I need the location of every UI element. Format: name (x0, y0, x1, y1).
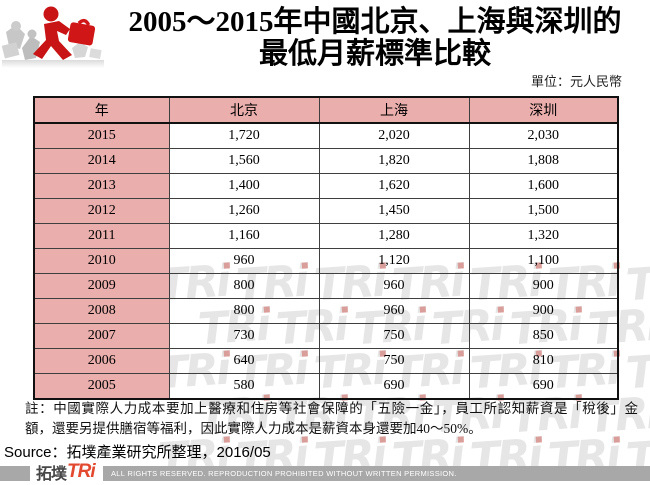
footer-brand-logo: 拓墣 TRi (33, 459, 98, 485)
value-cell: 1,820 (318, 148, 470, 174)
year-cell: 2010 (33, 248, 170, 274)
value-cell: 640 (168, 348, 320, 374)
value-cell: 960 (318, 273, 470, 299)
value-cell: 1,600 (468, 173, 619, 199)
column-header-year: 年 (33, 96, 170, 124)
businessman-briefcase-icon (1, 6, 104, 68)
brand-latin-text: TRi (67, 461, 96, 482)
footer-left-block (0, 466, 30, 481)
source-line: Source：拓墣產業研究所整理，2016/05 (4, 444, 271, 461)
value-cell: 690 (318, 373, 470, 400)
value-cell: 2,020 (318, 122, 470, 149)
value-cell: 1,620 (318, 173, 470, 199)
value-cell: 960 (318, 298, 470, 324)
table-row: 2006 640 750 810 (33, 348, 619, 374)
value-cell: 1,560 (168, 148, 320, 174)
value-cell: 810 (468, 348, 619, 374)
value-cell: 750 (318, 348, 470, 374)
year-cell: 2008 (33, 298, 170, 324)
value-cell: 800 (168, 273, 320, 299)
year-cell: 2005 (33, 373, 170, 400)
value-cell: 580 (168, 373, 320, 400)
footer-bar: ALL RIGHTS RESERVED. REPRODUCTION PROHIB… (0, 459, 650, 485)
year-cell: 2006 (33, 348, 170, 374)
table-body: 2015 1,720 2,020 2,030 2014 1,560 1,820 1,808 20… (33, 122, 619, 400)
year-cell: 2014 (33, 148, 170, 174)
table-row: 2010 960 1,120 1,100 (33, 248, 619, 274)
value-cell: 730 (168, 323, 320, 349)
value-cell: 960 (168, 248, 320, 274)
table-row: 2015 1,720 2,020 2,030 (33, 122, 619, 149)
value-cell: 800 (168, 298, 320, 324)
table-row: 2013 1,400 1,620 1,600 (33, 173, 619, 199)
year-cell: 2009 (33, 273, 170, 299)
title-line-2: 最低月薪標準比較 (258, 38, 491, 70)
table-row: 2011 1,160 1,280 1,320 (33, 223, 619, 249)
value-cell: 1,100 (468, 248, 619, 274)
year-cell: 2007 (33, 323, 170, 349)
column-header-shenzhen: 深圳 (468, 96, 619, 124)
value-cell: 2,030 (468, 122, 619, 149)
value-cell: 1,450 (318, 198, 470, 224)
value-cell: 1,808 (468, 148, 619, 174)
value-cell: 1,500 (468, 198, 619, 224)
footnote: 註：中國實際人力成本要加上醫療和住房等社會保障的「五險一金」，員工所認知薪資是「… (25, 401, 638, 436)
value-cell: 1,720 (168, 122, 320, 149)
year-cell: 2015 (33, 122, 170, 149)
value-cell: 1,280 (318, 223, 470, 249)
table-row: 2008 800 960 900 (33, 298, 619, 324)
column-header-beijing: 北京 (168, 96, 320, 124)
year-cell: 2011 (33, 223, 170, 249)
value-cell: 690 (468, 373, 619, 400)
year-cell: 2013 (33, 173, 170, 199)
value-cell: 1,160 (168, 223, 320, 249)
wage-table: 年 北京 上海 深圳 2015 1,720 2,020 2,030 2014 1,560 1… (33, 96, 619, 400)
value-cell: 750 (318, 323, 470, 349)
table-row: 2005 580 690 690 (33, 373, 619, 400)
value-cell: 850 (468, 323, 619, 349)
brand-cjk-text: 拓墣 (36, 466, 67, 483)
value-cell: 1,320 (468, 223, 619, 249)
copyright-text: ALL RIGHTS RESERVED. REPRODUCTION PROHIB… (111, 469, 457, 478)
value-cell: 1,260 (168, 198, 320, 224)
value-cell: 1,120 (318, 248, 470, 274)
title-line-1: 2005～2015年中國北京、上海與深圳的 (128, 6, 622, 38)
unit-label: 單位：元人民幣 (530, 74, 622, 89)
column-header-shanghai: 上海 (318, 96, 470, 124)
page-title: 2005～2015年中國北京、上海與深圳的 最低月薪標準比較 (105, 6, 645, 70)
year-cell: 2012 (33, 198, 170, 224)
footer-copyright-bar: ALL RIGHTS RESERVED. REPRODUCTION PROHIB… (103, 466, 650, 481)
table-row: 2007 730 750 850 (33, 323, 619, 349)
table-row: 2014 1,560 1,820 1,808 (33, 148, 619, 174)
value-cell: 1,400 (168, 173, 320, 199)
value-cell: 900 (468, 298, 619, 324)
value-cell: 900 (468, 273, 619, 299)
table-row: 2009 800 960 900 (33, 273, 619, 299)
table-row: 2012 1,260 1,450 1,500 (33, 198, 619, 224)
table-header-row: 年 北京 上海 深圳 (33, 96, 619, 124)
company-logo (1, 4, 104, 68)
